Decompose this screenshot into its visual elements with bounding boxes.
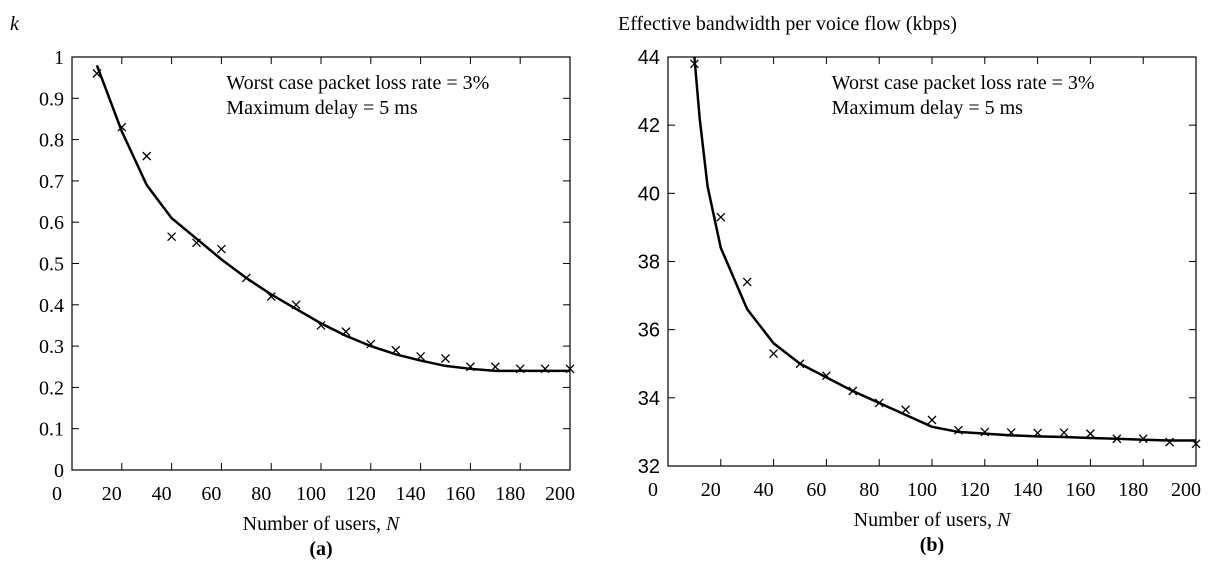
data-point (927, 415, 937, 425)
x-tick-label: 20 (102, 483, 122, 505)
x-axis-label: Number of users, N (243, 513, 401, 535)
x-tick-label: 140 (1013, 479, 1043, 501)
annotation: Maximum delay = 5 ms (832, 97, 1023, 119)
y-tick-label: 40 (638, 183, 660, 205)
x-tick-label: 40 (152, 483, 172, 505)
x-tick-label: 140 (396, 483, 426, 505)
y-axis-label: k (10, 13, 20, 35)
data-point (742, 277, 752, 287)
data-point (716, 212, 726, 222)
y-tick-label: 0.8 (39, 130, 64, 152)
data-point (980, 427, 990, 437)
y-axis-label: Effective bandwidth per voice flow (kbps… (618, 13, 957, 35)
x-tick-label: 200 (1171, 479, 1201, 501)
y-tick-label: 42 (638, 115, 660, 137)
x-axis-label-text: Number of users, (243, 513, 381, 535)
y-tick-label: 44 (638, 47, 660, 69)
data-point (490, 362, 500, 372)
data-point (565, 364, 575, 374)
x-tick-label: 0 (52, 483, 62, 505)
x-tick-label: 20 (701, 479, 721, 501)
data-point (821, 371, 831, 381)
data-point (117, 122, 127, 132)
data-point (366, 339, 376, 349)
x-axis-label: Number of users, N (854, 509, 1012, 531)
data-point (92, 69, 102, 78)
data-point (142, 151, 152, 161)
y-tick-label: 0 (54, 460, 64, 482)
x-tick-label: 180 (1118, 479, 1148, 501)
data-point (266, 292, 276, 301)
y-tick-label: 0.7 (39, 171, 64, 193)
data-point (391, 345, 401, 355)
annotation: Worst case packet loss rate = 3% (832, 72, 1095, 94)
data-point (953, 425, 963, 435)
data-point (1033, 428, 1043, 438)
x-tick-label: 120 (346, 483, 376, 505)
y-tick-label: 0.6 (39, 212, 64, 234)
data-point (1191, 439, 1201, 449)
data-point (901, 405, 911, 415)
x-tick-label: 200 (545, 483, 575, 505)
x-tick-label: 80 (251, 483, 271, 505)
data-point (341, 327, 351, 337)
x-axis-label-var: N (996, 509, 1012, 531)
x-tick-label: 180 (495, 483, 525, 505)
data-point (416, 351, 426, 361)
x-axis-label-var: N (385, 513, 401, 535)
x-tick-label: 60 (806, 479, 826, 501)
y-tick-label: 0.2 (39, 377, 64, 399)
y-tick-label: 0.1 (39, 419, 64, 441)
annotation: Maximum delay = 5 ms (226, 97, 417, 119)
x-tick-label: 0 (648, 479, 658, 501)
data-point (874, 398, 884, 408)
data-point (291, 300, 301, 310)
x-tick-label: 100 (907, 479, 937, 501)
x-tick-label: 120 (960, 479, 990, 501)
x-axis-label-text: Number of users, (854, 509, 992, 531)
x-tick-label: 100 (296, 483, 326, 505)
data-point (515, 364, 525, 374)
x-tick-label: 40 (754, 479, 774, 501)
data-point (167, 232, 177, 242)
data-point (441, 354, 450, 363)
y-tick-label: 0.3 (39, 336, 64, 358)
y-tick-label: 32 (638, 456, 660, 478)
x-tick-label: 60 (201, 483, 221, 505)
caption: (b) (920, 534, 944, 556)
data-point (769, 349, 779, 358)
y-tick-label: 0.9 (39, 88, 64, 110)
x-tick-label: 160 (1065, 479, 1095, 501)
data-point (540, 364, 550, 374)
x-tick-label: 160 (445, 483, 475, 505)
data-point (689, 59, 699, 69)
data-point (241, 273, 251, 283)
y-tick-label: 0.4 (39, 295, 64, 317)
y-tick-label: 0.5 (39, 254, 64, 276)
data-point (795, 359, 805, 369)
data-point (1006, 428, 1016, 438)
caption: (a) (309, 538, 332, 560)
data-point (848, 386, 858, 396)
fit-line (95, 64, 570, 373)
data-point (1165, 437, 1175, 447)
data-point (465, 362, 475, 372)
data-point (1112, 434, 1122, 444)
y-tick-label: 38 (638, 252, 660, 274)
data-point (316, 320, 326, 330)
y-tick-label: 1 (54, 47, 64, 69)
annotation: Worst case packet loss rate = 3% (226, 72, 489, 94)
fit-line (693, 56, 1196, 442)
data-point (1059, 428, 1069, 438)
data-point (216, 244, 226, 254)
y-tick-label: 36 (638, 320, 660, 342)
data-point (192, 238, 201, 248)
data-point (1138, 434, 1148, 444)
data-point (1085, 429, 1095, 439)
y-tick-label: 34 (638, 388, 660, 410)
x-tick-label: 80 (859, 479, 879, 501)
